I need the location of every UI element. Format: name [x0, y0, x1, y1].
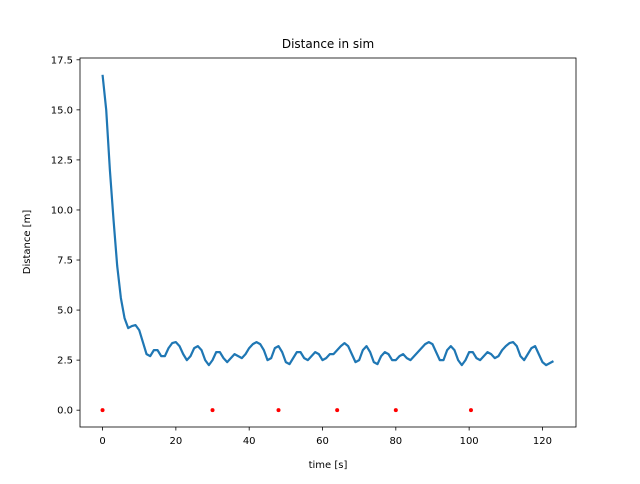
- y-tick-label: 7.5: [57, 256, 73, 267]
- data-point: [210, 408, 215, 413]
- data-point: [468, 408, 473, 413]
- data-point: [393, 408, 398, 413]
- plot-frame: [79, 57, 577, 428]
- y-tick-label: 10.0: [51, 205, 73, 216]
- x-tick-label: 120: [533, 436, 552, 447]
- x-tick-label: 0: [99, 436, 105, 447]
- x-tick-label: 40: [243, 436, 256, 447]
- y-tick-label: 2.5: [57, 356, 73, 367]
- data-line: [101, 74, 554, 367]
- x-axis-label: time [s]: [309, 460, 348, 471]
- x-tick-label: 20: [169, 436, 182, 447]
- y-tick-label: 15.0: [51, 105, 73, 116]
- y-tick-label: 12.5: [51, 155, 73, 166]
- x-tick-label: 100: [460, 436, 479, 447]
- y-tick-label: 5.0: [57, 306, 73, 317]
- data-point: [100, 408, 105, 413]
- chart-title: Distance in sim: [282, 37, 374, 51]
- y-axis-label: Distance [m]: [22, 210, 33, 275]
- data-point: [276, 408, 281, 413]
- y-tick-label: 17.5: [51, 55, 73, 66]
- data-point: [335, 408, 340, 413]
- x-tick-label: 60: [316, 436, 329, 447]
- x-tick-label: 80: [389, 436, 402, 447]
- y-tick-label: 0.0: [57, 406, 73, 417]
